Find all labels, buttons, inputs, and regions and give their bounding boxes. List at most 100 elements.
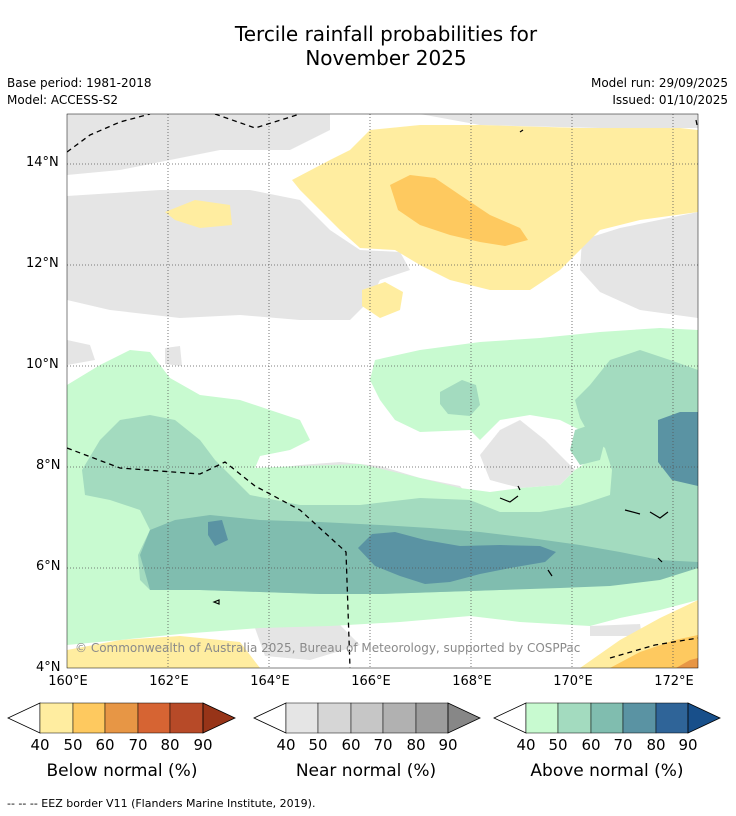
colorbar-near-normal-lower-arrow [253, 702, 287, 734]
below-normal-region-small-west [165, 200, 232, 228]
eez-border-central [67, 447, 351, 668]
colorbar-near-normal-bin [285, 702, 319, 734]
lon-label: 168°E [452, 674, 492, 689]
below-normal-region-se-core [610, 635, 698, 668]
colorbar-below-normal-label: Below normal (%) [46, 761, 198, 781]
colorbar-tick: 40 [516, 736, 536, 754]
near-normal-region-east [580, 212, 698, 318]
colorbar-near-normal-bin [350, 702, 384, 734]
title-line-2: November 2025 [305, 46, 467, 70]
colorbar-tick: 80 [160, 736, 180, 754]
colorbar-tick: 40 [276, 736, 296, 754]
colorbar-above-normal-bin [525, 702, 559, 734]
colorbar-near-normal-bin [382, 702, 417, 734]
colorbar-tick: 70 [128, 736, 148, 754]
near-normal-region-north [420, 114, 698, 128]
colorbar-above-normal-bin [655, 702, 689, 734]
colorbar-near-normal [253, 702, 481, 734]
colorbar-tick: 60 [581, 736, 601, 754]
colorbar-tick: 70 [613, 736, 633, 754]
colorbar-tick: 50 [63, 736, 83, 754]
chart-title: Tercile rainfall probabilities for Novem… [0, 22, 736, 70]
above-normal-regions [67, 328, 698, 645]
lat-label: 10°N [26, 357, 59, 372]
colorbar-tick: 50 [308, 736, 328, 754]
lat-label: 4°N [36, 660, 61, 675]
islands [212, 119, 698, 605]
model-run: Model run: 29/09/2025 [590, 76, 728, 90]
colorbar-above-normal-bin [557, 702, 592, 734]
below-normal-regions [67, 125, 698, 668]
colorbar-tick: 50 [548, 736, 568, 754]
colorbar-below-normal-bin [72, 702, 106, 734]
issued-date: Issued: 01/10/2025 [612, 93, 728, 107]
island-outline [212, 599, 220, 605]
lat-label: 6°N [36, 559, 61, 574]
lon-label: 172°E [654, 674, 694, 689]
colorbar-near-normal-label: Near normal (%) [295, 761, 437, 781]
colorbar-above-normal-lower-arrow [493, 702, 527, 734]
colorbar-near-normal-upper-arrow [447, 702, 481, 734]
above-normal-region-island [440, 380, 480, 416]
colorbar-above-normal-upper-arrow [687, 702, 721, 734]
near-normal-region-wedge [67, 340, 95, 365]
colorbar-below-normal-bin [137, 702, 171, 734]
colorbar-tick: 90 [678, 736, 698, 754]
near-normal-region-central [480, 420, 575, 488]
island-outline [499, 485, 521, 503]
eez-border-north [214, 114, 301, 129]
model-name: Model: ACCESS-S2 [7, 93, 119, 107]
lon-label: 166°E [351, 674, 391, 689]
near-normal-region-west [67, 190, 410, 320]
eez-border-nw [67, 114, 151, 153]
lon-label: 170°E [553, 674, 593, 689]
island-outline [695, 119, 698, 126]
colorbar-below-normal-bin [169, 702, 204, 734]
near-normal-region-se [590, 624, 642, 636]
colorbar-above-normal-bin [590, 702, 624, 734]
eez-border-se [609, 637, 698, 659]
near-normal-region-south [255, 620, 360, 660]
colorbar-below-normal [7, 702, 236, 734]
colorbar-below-normal-bin [104, 702, 139, 734]
map-area [67, 114, 698, 668]
colorbar-above-normal [493, 702, 721, 734]
below-normal-region-core [390, 175, 528, 246]
eez-footnote: -- -- -- EEZ border V11 (Flanders Marine… [7, 797, 316, 810]
below-normal-region-se-corner [676, 658, 698, 668]
colorbar-tick: 60 [95, 736, 115, 754]
map-frame [66, 113, 699, 669]
meta-right: Model run: 29/09/2025 Issued: 01/10/2025 [591, 75, 728, 109]
island-outline [519, 129, 524, 133]
colorbar-near-normal-bin [415, 702, 449, 734]
base-period: Base period: 1981-2018 [7, 76, 152, 90]
lon-label: 164°E [250, 674, 290, 689]
colorbar-tick: 80 [646, 736, 666, 754]
colorbar-above-normal-bin [622, 702, 657, 734]
lon-label: 160°E [48, 674, 88, 689]
island-outline [624, 509, 669, 519]
near-normal-region-nw [67, 114, 330, 175]
eez-borders [67, 114, 698, 668]
near-normal-region-small [165, 346, 182, 366]
copyright-notice: © Commonwealth of Australia 2025, Bureau… [75, 641, 581, 655]
title-line-1: Tercile rainfall probabilities for [234, 22, 538, 46]
island-outline [547, 569, 553, 577]
colorbar-tick: 70 [373, 736, 393, 754]
colorbar-below-normal-lower-arrow [7, 702, 41, 734]
colorbar-above-normal-label: Above normal (%) [530, 761, 684, 781]
lat-label: 8°N [36, 458, 61, 473]
colorbar-tick: 90 [193, 736, 213, 754]
lat-label: 12°N [26, 256, 59, 271]
lat-label: 14°N [26, 155, 59, 170]
colorbar-tick: 40 [30, 736, 50, 754]
colorbar-tick: 60 [341, 736, 361, 754]
below-normal-region-sw [67, 636, 260, 668]
colorbar-near-normal-bin [317, 702, 352, 734]
above-normal-region-east-peak [658, 412, 698, 486]
colorbar-below-normal-bin [39, 702, 74, 734]
colorbar-below-normal-upper-arrow [202, 702, 236, 734]
above-normal-region-east [570, 425, 605, 465]
meta-left: Base period: 1981-2018 Model: ACCESS-S2 [7, 75, 152, 109]
